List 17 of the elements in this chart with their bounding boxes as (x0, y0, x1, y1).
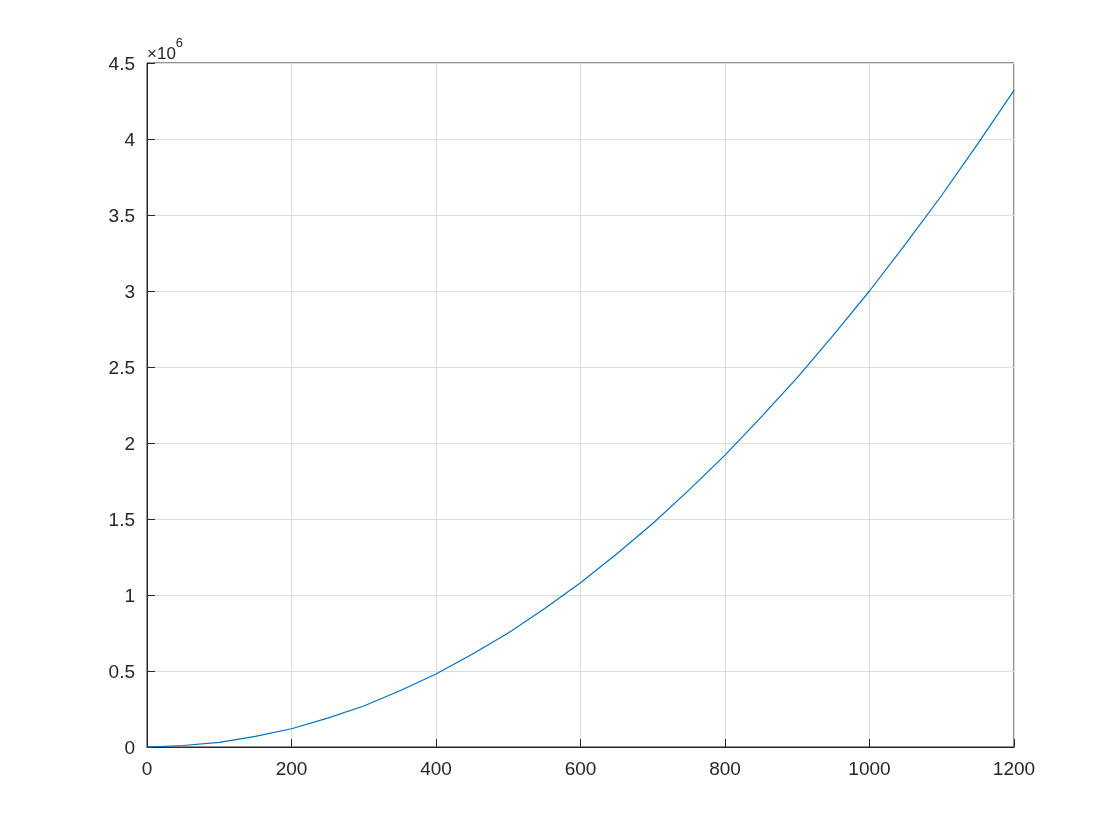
y-tick-label: 3 (124, 280, 135, 302)
x-tick-label: 200 (275, 758, 308, 779)
y-tick-label: 2.5 (108, 356, 135, 378)
y-tick-label: 1.5 (108, 508, 135, 530)
y-tick-label: 0.5 (108, 660, 135, 682)
y-tick-label: 4.5 (108, 52, 135, 74)
y-tick-label: 4 (124, 128, 136, 150)
y-tick-label: 1 (124, 584, 135, 606)
x-tick-label: 400 (420, 758, 452, 779)
x-tick-label: 0 (141, 758, 153, 779)
x-tick-label: 800 (709, 758, 741, 779)
x-tick-label: 600 (564, 758, 597, 779)
x-tick-label: 1000 (848, 758, 891, 779)
y-tick-label: 3.5 (108, 204, 135, 226)
x-tick-label: 1200 (992, 758, 1036, 779)
y-tick-label: 0 (124, 736, 135, 758)
y-tick-label: 2 (124, 432, 135, 454)
